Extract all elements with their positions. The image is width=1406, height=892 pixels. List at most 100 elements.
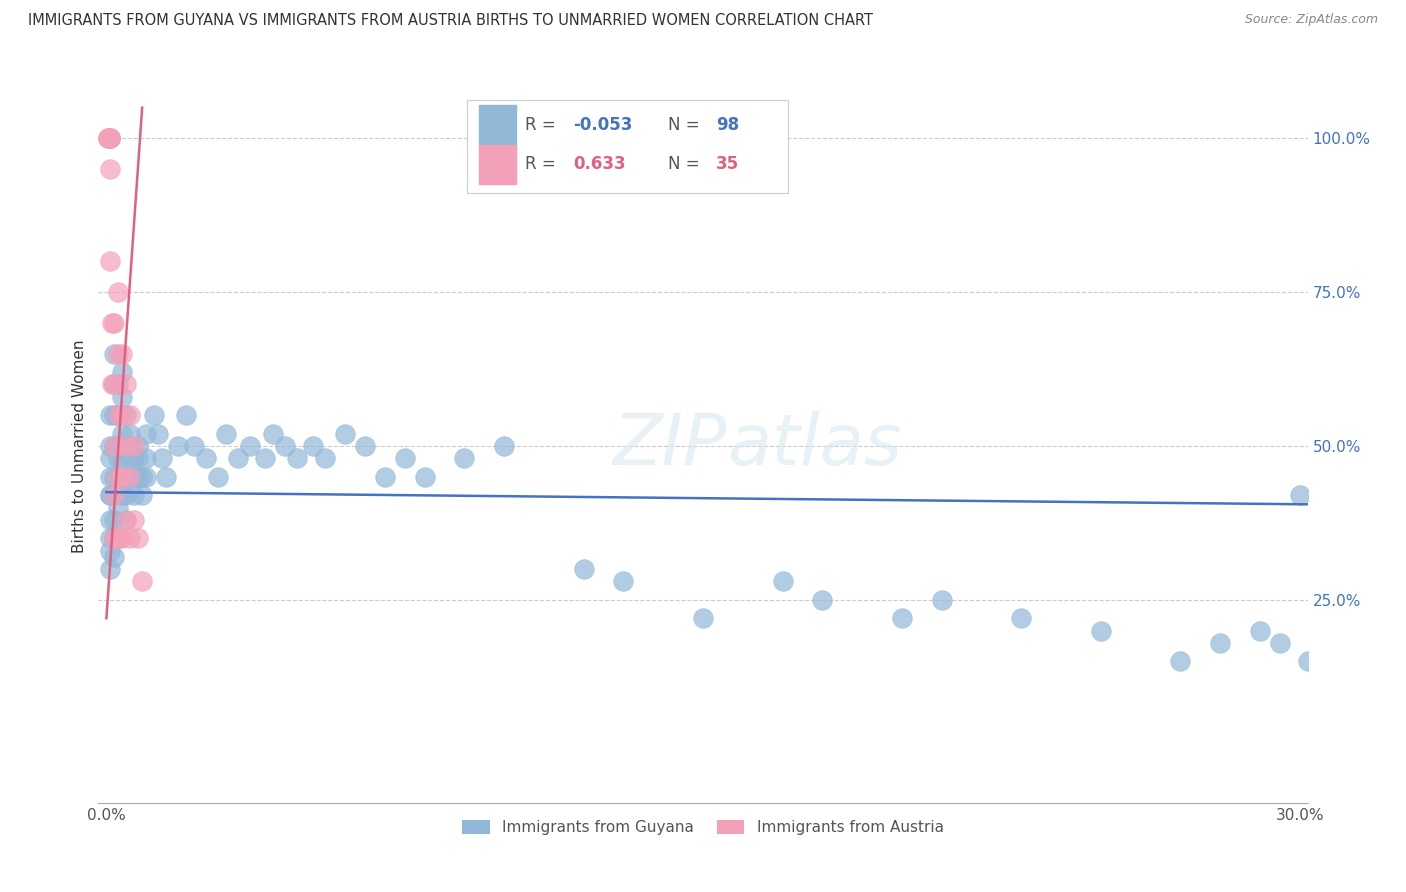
Point [135,469,157,483]
Point [107,451,129,466]
Point [111,469,134,483]
Point [101,377,124,392]
Text: -0.053: -0.053 [574,116,633,134]
Point [127,439,149,453]
Point [1268,636,1291,650]
Point [1249,624,1271,638]
Point [111,390,134,404]
Point [98,409,121,423]
Point [98,469,121,483]
Point [107,285,129,300]
Point [131,488,153,502]
Point [120,409,142,423]
Text: 98: 98 [716,116,740,134]
Point [374,469,396,483]
Point [1209,636,1232,650]
Point [98,562,121,576]
Point [122,439,145,453]
Point [115,439,138,453]
Point [111,469,134,483]
Point [115,469,138,483]
Point [333,426,356,441]
Bar [479,105,516,145]
Point [135,426,157,441]
Text: Source: ZipAtlas.com: Source: ZipAtlas.com [1244,13,1378,27]
Point [98,531,121,545]
Point [98,162,121,177]
Point [122,488,145,502]
Point [107,531,129,545]
Point [811,592,834,607]
Point [103,531,125,545]
Point [107,469,129,483]
Point [1168,654,1191,668]
Point [103,439,125,453]
Point [98,488,121,502]
Point [127,451,149,466]
Point [103,488,125,502]
Point [572,562,595,576]
Point [111,531,134,545]
Point [890,611,912,625]
Point [131,574,153,589]
Point [103,488,125,502]
Y-axis label: Births to Unmarried Women: Births to Unmarried Women [72,339,87,553]
Point [115,377,138,392]
Point [1288,488,1310,502]
Point [111,347,134,361]
Point [111,409,134,423]
Point [122,451,145,466]
Point [131,469,153,483]
Point [107,439,129,453]
Point [254,451,277,466]
Point [183,439,205,453]
Point [107,347,129,361]
Point [107,377,129,392]
Point [1090,624,1112,638]
Point [103,439,125,453]
Point [931,592,953,607]
Point [394,451,416,466]
Point [97,131,120,145]
Point [143,409,166,423]
Point [274,439,297,453]
Point [194,451,217,466]
Point [111,488,134,502]
Point [98,451,121,466]
Point [127,469,149,483]
Point [115,409,138,423]
Point [174,409,197,423]
Point [120,469,142,483]
Point [122,513,145,527]
Point [103,347,125,361]
Point [115,439,138,453]
Point [97,131,120,145]
Point [167,439,190,453]
Point [120,426,142,441]
Point [98,254,121,268]
Point [215,426,238,441]
Point [314,451,336,466]
Point [146,426,169,441]
Point [115,513,138,527]
Text: ZIP: ZIP [613,411,727,481]
Point [285,451,308,466]
Point [98,513,121,527]
Point [413,469,436,483]
Point [122,469,145,483]
Point [120,439,142,453]
Point [226,451,249,466]
Point [101,316,124,330]
Point [135,451,157,466]
Point [103,409,125,423]
Point [103,469,125,483]
Point [115,488,138,502]
Point [1308,636,1330,650]
Point [98,131,121,145]
Text: N =: N = [668,155,704,173]
Point [239,439,262,453]
Point [1010,611,1032,625]
Text: 35: 35 [716,155,740,173]
Point [107,409,129,423]
Text: R =: R = [526,116,561,134]
